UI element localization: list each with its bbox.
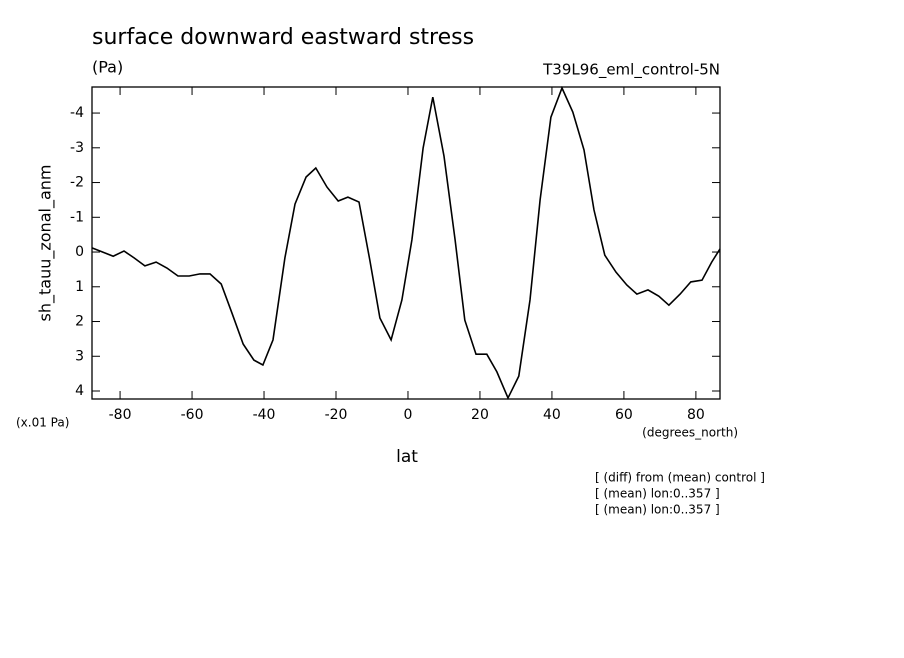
x-tick-label: -60	[181, 407, 204, 423]
y-tick-label: 3	[75, 348, 84, 364]
plot-frame	[91, 86, 721, 400]
subtitle: (Pa)	[92, 58, 123, 77]
y-tick-label: -2	[70, 175, 84, 191]
x-tick-label: 0	[404, 407, 413, 423]
x-units: (degrees_north)	[642, 426, 738, 440]
data-line	[91, 85, 721, 400]
x-tick-label: 60	[615, 407, 633, 423]
note: [ (diff) from (mean) control ]	[595, 471, 765, 485]
dataset-label: T39L96_eml_control-5N	[542, 61, 720, 80]
y-tick-label: -1	[70, 209, 84, 225]
y-tick-label: -4	[70, 105, 84, 121]
y-axis-label: sh_tauu_zonal_anm	[36, 165, 56, 322]
note: [ (mean) lon:0..357 ]	[595, 503, 720, 517]
y-tick-label: 1	[75, 279, 84, 295]
y-tick-label: 2	[75, 314, 84, 330]
note: [ (mean) lon:0..357 ]	[595, 487, 720, 501]
x-tick-label: -20	[325, 407, 348, 423]
x-tick-label: -40	[253, 407, 276, 423]
chart-title: surface downward eastward stress	[92, 25, 474, 50]
y-tick-label: -3	[70, 140, 84, 156]
x-tick-label: -80	[109, 407, 132, 423]
y-tick-label: 0	[75, 244, 84, 260]
x-tick-label: 40	[543, 407, 561, 423]
y-units: (x.01 Pa)	[16, 416, 69, 430]
x-tick-label: 80	[687, 407, 705, 423]
y-tick-label: 4	[75, 383, 84, 399]
x-axis-label: lat	[396, 447, 418, 467]
x-tick-label: 20	[471, 407, 489, 423]
